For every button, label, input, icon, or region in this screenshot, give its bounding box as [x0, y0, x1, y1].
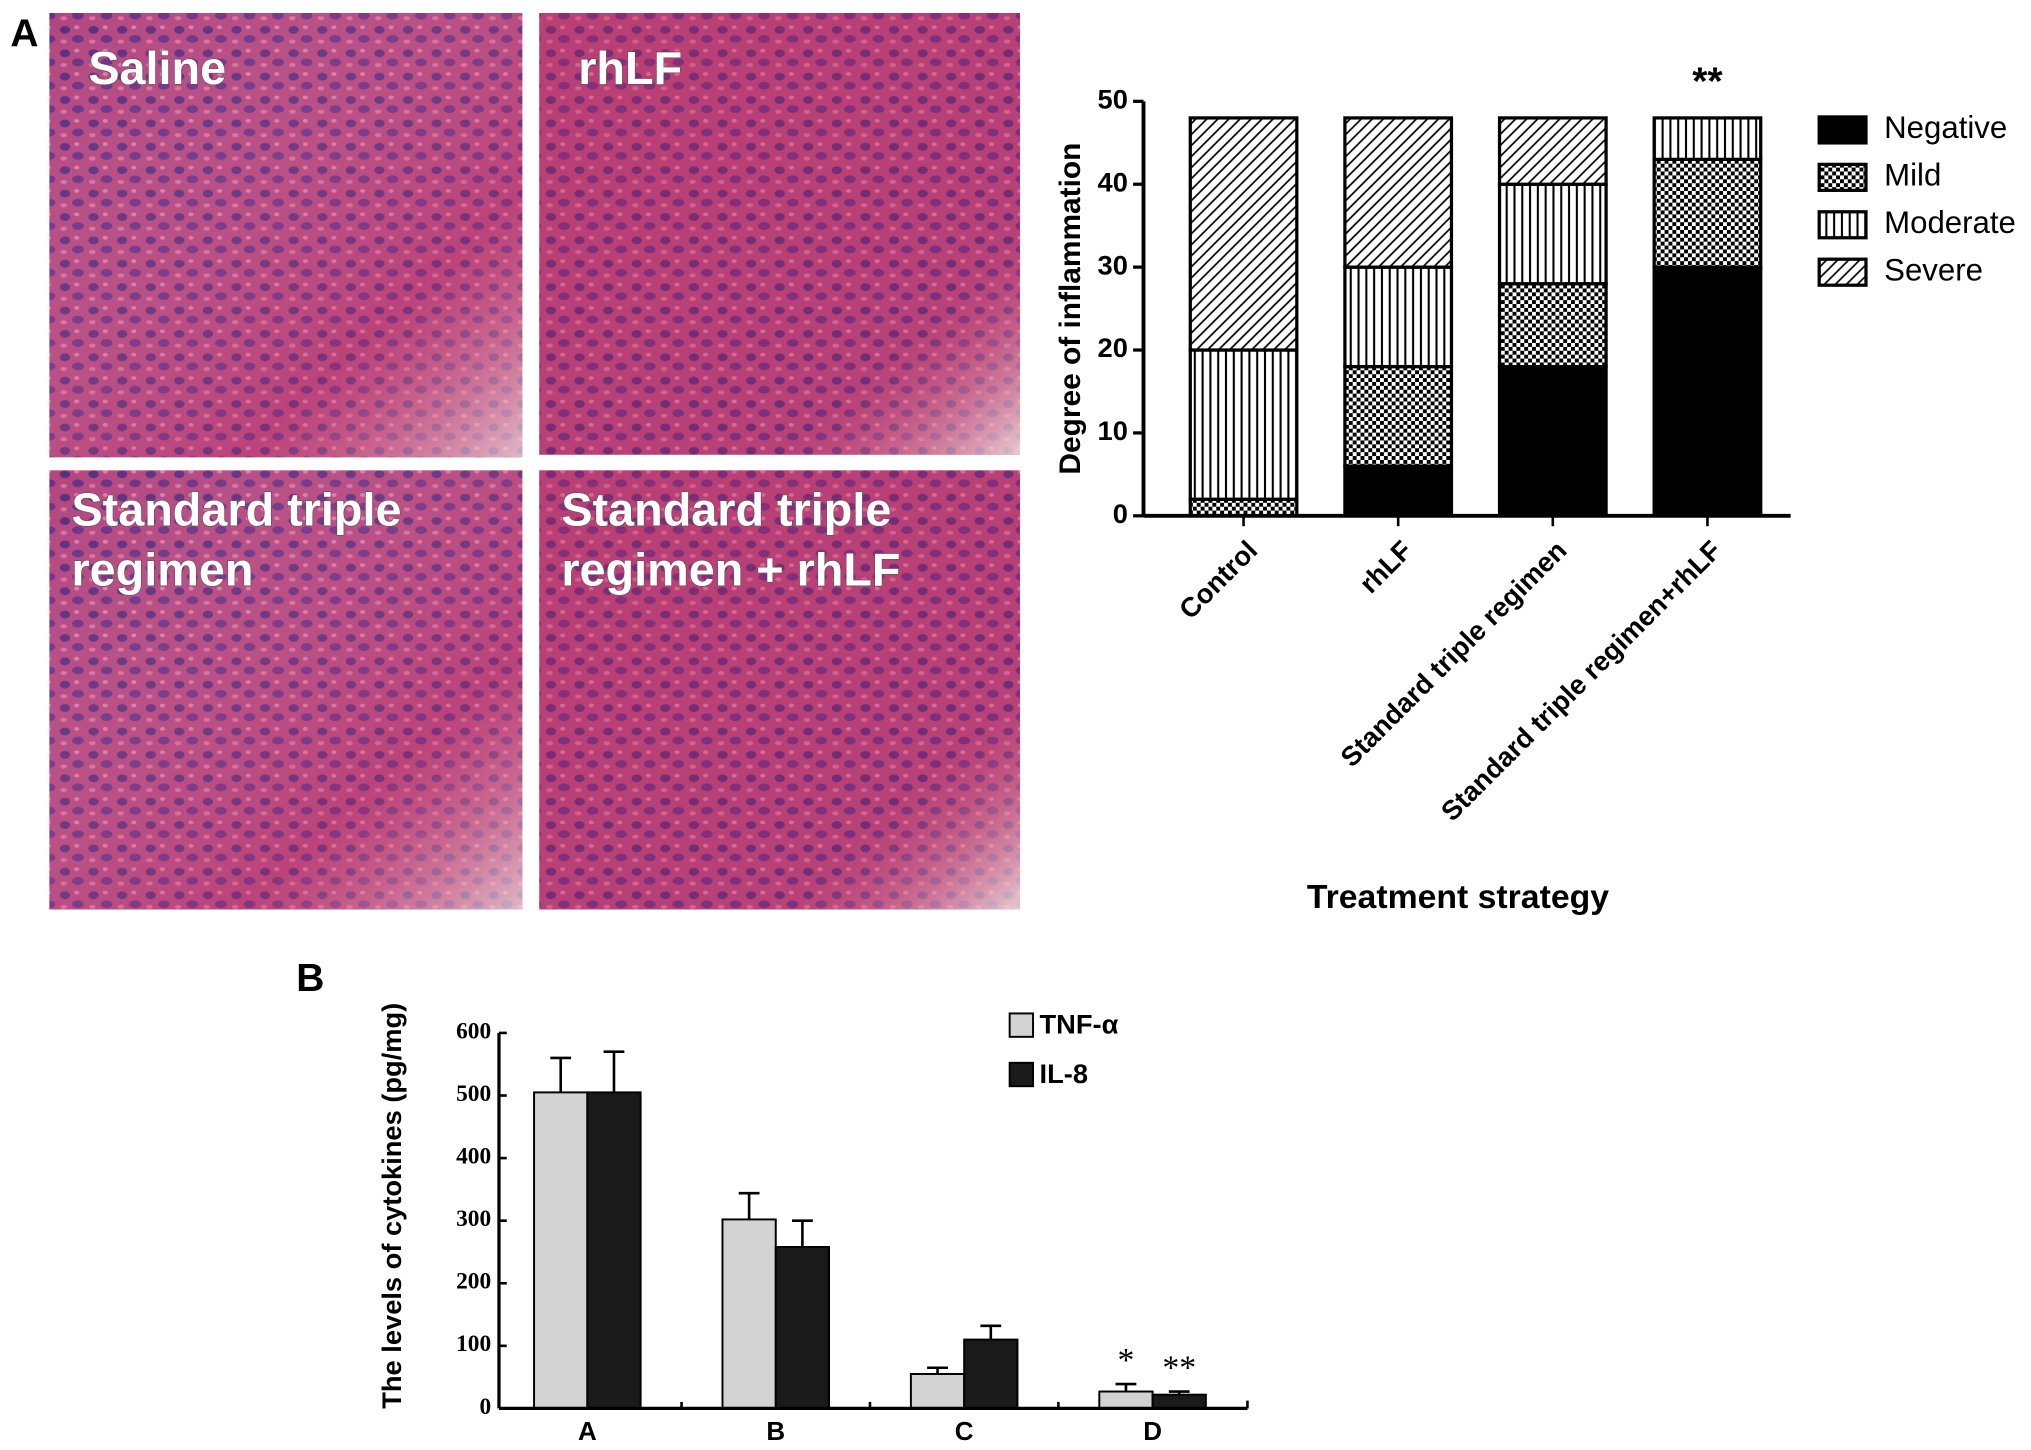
legend-label: Severe: [1884, 252, 1983, 287]
image-label: Standard triple: [561, 484, 891, 536]
legend-swatch: [1817, 162, 1868, 192]
bar-segment: [1343, 364, 1454, 468]
annotation: *: [1118, 1342, 1135, 1379]
legend-label: TNF-α: [1040, 1009, 1119, 1040]
y-tick-label: 0: [1113, 498, 1128, 529]
y-tick-label: 30: [1098, 249, 1128, 280]
x-tick-label: Control: [1173, 534, 1263, 624]
x-tick-label: Standard triple regimen+rhLF: [1435, 534, 1727, 826]
y-tick-label: 500: [456, 1081, 491, 1107]
bar: [721, 1218, 777, 1410]
bar-segment: [1188, 116, 1299, 352]
bar: [909, 1373, 966, 1410]
y-tick-label: 300: [456, 1206, 491, 1232]
x-tick-label: A: [578, 1416, 597, 1446]
bar-segment: [1343, 464, 1454, 518]
image-label: Standard triple: [71, 484, 401, 536]
y-axis-label: Degree of inflammation: [1054, 143, 1087, 475]
bar-segment: [1652, 157, 1763, 269]
bar-segment: [1188, 348, 1299, 501]
bar-segment: [1343, 116, 1454, 269]
legend-label: Moderate: [1884, 205, 2016, 240]
bar: [963, 1338, 1019, 1410]
bar-segment: [1652, 116, 1763, 161]
y-tick-label: 100: [456, 1331, 491, 1357]
image-label: Saline: [88, 42, 226, 94]
image-shade: [49, 470, 523, 910]
image-label: rhLF: [578, 42, 682, 94]
y-tick-label: 50: [1098, 84, 1128, 115]
panel-label: B: [296, 957, 324, 1000]
histology-images: [49, 12, 1021, 910]
legend-swatch: [1817, 257, 1868, 287]
y-tick-label: 200: [456, 1269, 491, 1295]
bar-segment: [1652, 265, 1763, 518]
legend-label: Negative: [1884, 110, 2007, 145]
x-tick-label: rhLF: [1353, 534, 1418, 599]
image-shade: [539, 470, 1021, 910]
image-shade: [49, 12, 523, 458]
bar: [774, 1245, 831, 1410]
y-tick-label: 40: [1098, 166, 1128, 197]
legend-swatch: [1817, 115, 1868, 145]
legend-swatch: [1817, 210, 1868, 240]
bar: [533, 1091, 589, 1410]
bar-segment: [1497, 182, 1608, 286]
annotation: **: [1692, 60, 1723, 103]
bar-segment: [1497, 282, 1608, 369]
bar-segment: [1343, 265, 1454, 369]
bar-segment: [1497, 116, 1608, 186]
annotation: **: [1162, 1349, 1196, 1386]
image-label: regimen: [71, 543, 253, 595]
x-tick-label: D: [1143, 1416, 1162, 1446]
y-tick-label: 600: [456, 1018, 491, 1044]
x-tick-label: B: [766, 1416, 785, 1446]
legend-swatch: [1008, 1061, 1035, 1088]
y-axis-label: The levels of cytokines (pg/mg): [376, 1003, 407, 1409]
image-shade: [539, 12, 1021, 455]
y-tick-label: 20: [1098, 332, 1128, 363]
bar: [1151, 1393, 1207, 1410]
bar: [1098, 1390, 1154, 1410]
y-tick-label: 0: [479, 1394, 491, 1420]
bar: [586, 1091, 642, 1410]
y-tick-label: 400: [456, 1143, 491, 1169]
panel-label: A: [10, 13, 38, 56]
legend-swatch: [1008, 1012, 1035, 1038]
x-axis-label: Treatment strategy: [1307, 878, 1609, 916]
legend-label: IL-8: [1040, 1058, 1088, 1089]
image-label: regimen + rhLF: [561, 543, 900, 595]
legend-label: Mild: [1884, 158, 1941, 193]
x-tick-label: C: [955, 1416, 974, 1446]
bar-segment: [1188, 497, 1299, 518]
y-tick-label: 10: [1098, 415, 1128, 446]
bar-segment: [1497, 364, 1608, 518]
